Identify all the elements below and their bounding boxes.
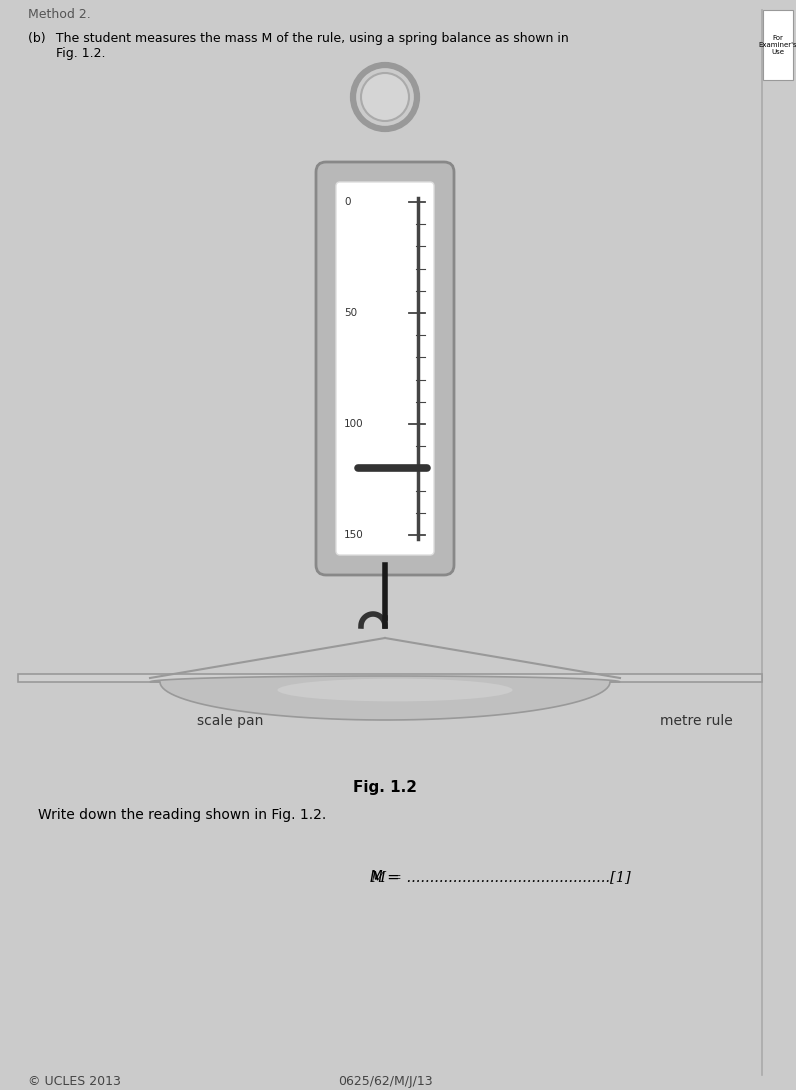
FancyBboxPatch shape [763,10,793,80]
Polygon shape [18,674,762,682]
Text: metre rule: metre rule [660,714,733,728]
Text: 150: 150 [344,530,364,540]
Text: M = ............................................[1]: M = ....................................… [370,870,630,884]
FancyBboxPatch shape [336,182,434,555]
FancyBboxPatch shape [316,162,454,576]
Text: 100: 100 [344,419,364,429]
Text: 0625/62/M/J/13: 0625/62/M/J/13 [338,1075,432,1088]
Polygon shape [150,676,620,720]
Text: 50: 50 [344,308,357,318]
Text: Write down the reading shown in Fig. 1.2.: Write down the reading shown in Fig. 1.2… [38,808,326,822]
Text: Fig. 1.2: Fig. 1.2 [353,780,417,795]
Text: © UCLES 2013: © UCLES 2013 [28,1075,121,1088]
Text: M =: M = [370,870,404,885]
Text: (b)  The student measures the mass M of the rule, using a spring balance as show: (b) The student measures the mass M of t… [28,32,569,60]
Text: scale pan: scale pan [197,714,263,728]
Text: 0: 0 [344,197,350,207]
Text: For
Examiner's
Use: For Examiner's Use [759,35,796,54]
Ellipse shape [278,679,513,701]
Circle shape [361,73,409,121]
Text: Method 2.: Method 2. [28,8,91,21]
